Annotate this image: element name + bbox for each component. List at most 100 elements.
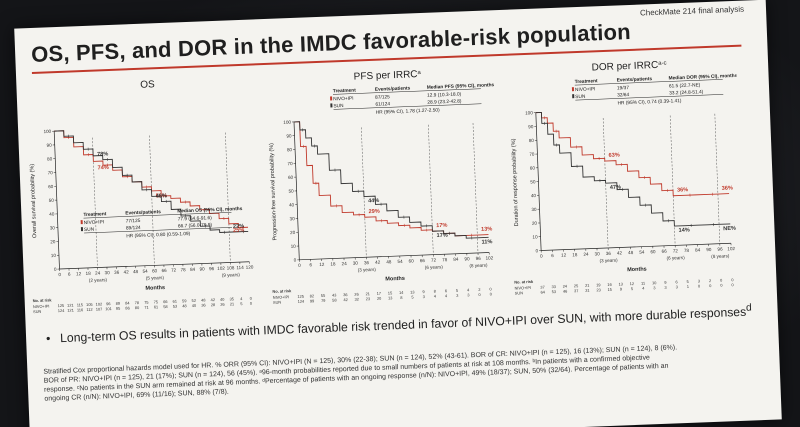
- risk-table-title: No. at risk: [272, 288, 292, 294]
- series-swatch: [80, 220, 83, 225]
- y-tick-label: 30: [531, 207, 537, 212]
- risk-value: 124: [298, 299, 306, 304]
- risk-value: 102: [96, 301, 103, 306]
- y-tick-label: 90: [286, 133, 292, 138]
- risk-value: 12: [630, 281, 635, 286]
- risk-value: 61: [173, 299, 178, 304]
- table-cell: SUN: [84, 227, 95, 233]
- risk-value: 21: [585, 283, 590, 288]
- table-cell: 32/64: [617, 92, 630, 98]
- risk-value: 80: [135, 305, 140, 310]
- table-header: Median DOR (95% CI), months: [668, 73, 737, 82]
- risk-value: 4: [467, 287, 470, 292]
- point-annotation: 36%: [677, 187, 688, 193]
- series-swatch: [80, 227, 84, 232]
- y-tick-label: 40: [531, 193, 537, 198]
- risk-value: 32: [354, 297, 359, 302]
- risk-value: 101: [105, 306, 112, 311]
- risk-value: 4: [434, 294, 437, 299]
- x-tick-label: 6: [68, 272, 71, 277]
- x-tick-label: 36: [364, 260, 370, 265]
- risk-value: 0: [698, 283, 701, 288]
- risk-value: 28: [211, 302, 216, 307]
- point-annotation: 11%: [481, 239, 492, 245]
- risk-row-label: SUN: [273, 300, 282, 305]
- point-annotation: 14%: [678, 227, 689, 233]
- x-tick-label: 48: [386, 259, 392, 264]
- y-tick-label: 90: [528, 124, 534, 129]
- takeaway-footnote-mark: d: [745, 302, 752, 314]
- milestone-label: (8 years): [469, 263, 488, 269]
- table-cell: SUN: [575, 94, 586, 100]
- risk-value: 48: [182, 303, 187, 308]
- y-tick-label: 80: [47, 156, 53, 161]
- series-swatch: [330, 96, 333, 101]
- x-tick-label: 42: [617, 250, 623, 255]
- risk-value: 36: [201, 302, 206, 307]
- milestone-label: (8 years): [711, 253, 730, 259]
- risk-value: 3: [664, 285, 666, 290]
- x-tick-label: 108: [227, 265, 235, 270]
- table-header: Median PFS (95% CI), months: [427, 82, 495, 91]
- point-annotation: 46%: [156, 193, 167, 199]
- chart-title: OS: [140, 79, 155, 91]
- x-tick-label: 42: [123, 269, 129, 274]
- risk-value: 53: [173, 304, 178, 309]
- milestone-label: (3 years): [358, 267, 377, 273]
- hazard-ratio: HR (95% CI), 1.78 (1.27-2.50): [376, 107, 441, 115]
- risk-value: 95: [116, 306, 121, 311]
- y-tick-label: 10: [532, 234, 538, 239]
- risk-value: 59: [182, 298, 187, 303]
- table-header: Events/patients: [617, 76, 653, 83]
- risk-value: 3: [676, 284, 678, 289]
- point-annotation: 17%: [436, 223, 447, 229]
- presentation-slide: CheckMate 214 final analysis OS, PFS, an…: [14, 0, 782, 427]
- risk-value: 5: [456, 288, 458, 293]
- series-swatch: [572, 94, 575, 99]
- table-cell: 19/37: [617, 85, 630, 91]
- risk-value: 43: [332, 292, 337, 297]
- risk-value: 55: [321, 293, 326, 298]
- x-tick-label: 36: [606, 251, 612, 256]
- table-rule: [574, 79, 723, 86]
- x-tick-label: 18: [330, 261, 336, 266]
- x-tick-label: 90: [199, 266, 205, 271]
- risk-value: 5: [687, 279, 689, 284]
- table-header: Treatment: [83, 211, 107, 218]
- risk-value: 0: [709, 283, 712, 288]
- risk-value: 96: [106, 301, 111, 306]
- table-cell: 89/124: [126, 225, 141, 232]
- chart-title: DOR per IRRCa-c: [591, 60, 666, 74]
- risk-value: 112: [86, 307, 92, 312]
- series-line-sun: [535, 111, 731, 227]
- risk-value: 9: [422, 289, 424, 294]
- risk-value: 53: [552, 289, 557, 294]
- risk-value: 11: [641, 281, 645, 286]
- table-cell: 12.9 (10.3-18.0): [427, 91, 462, 98]
- risk-value: 40: [220, 297, 225, 302]
- table-cell: 77.9 (64.6-91.6): [178, 215, 213, 222]
- x-tick-label: 84: [190, 267, 196, 272]
- risk-value: 40: [192, 303, 197, 308]
- milestone-dashed-line: [714, 113, 721, 244]
- x-tick-label: 72: [431, 258, 437, 263]
- milestone-label: (6 years): [425, 264, 444, 270]
- risk-value: 25: [574, 283, 579, 288]
- y-axis-label: Duration of response probability (%): [511, 138, 520, 226]
- table-rule: [83, 212, 232, 219]
- risk-value: 82: [310, 293, 315, 298]
- risk-value: 42: [211, 297, 216, 302]
- y-tick-label: 100: [43, 129, 51, 134]
- risk-value: 116: [77, 307, 83, 312]
- risk-value: 6: [445, 288, 447, 293]
- y-tick-label: 50: [49, 198, 55, 203]
- x-tick-label: 66: [662, 249, 668, 254]
- risk-value: 8: [434, 289, 436, 294]
- x-axis-line: [541, 242, 731, 251]
- x-tick-label: 30: [595, 251, 601, 256]
- table-header: Treatment: [333, 88, 357, 95]
- point-annotation: 25%: [233, 227, 244, 233]
- risk-value: 19: [596, 282, 601, 287]
